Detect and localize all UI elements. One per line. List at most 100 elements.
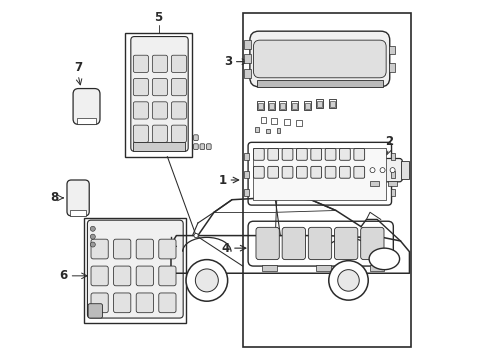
- Bar: [255, 127, 258, 132]
- FancyBboxPatch shape: [206, 144, 211, 149]
- FancyBboxPatch shape: [171, 55, 186, 72]
- Bar: [388, 63, 394, 72]
- Bar: [242, 13, 410, 347]
- Text: 3: 3: [224, 55, 231, 68]
- Circle shape: [379, 168, 384, 173]
- Bar: [268, 103, 273, 109]
- FancyBboxPatch shape: [193, 135, 198, 140]
- FancyBboxPatch shape: [152, 78, 167, 96]
- FancyBboxPatch shape: [136, 266, 153, 286]
- Bar: [292, 103, 297, 109]
- Bar: [329, 101, 334, 107]
- FancyBboxPatch shape: [136, 293, 153, 313]
- FancyBboxPatch shape: [325, 148, 335, 160]
- FancyBboxPatch shape: [193, 144, 198, 149]
- Bar: [276, 128, 280, 133]
- Text: 6: 6: [60, 269, 67, 282]
- FancyBboxPatch shape: [91, 293, 108, 313]
- FancyBboxPatch shape: [171, 125, 186, 142]
- Ellipse shape: [368, 248, 399, 270]
- Circle shape: [90, 226, 95, 231]
- Bar: [260, 117, 266, 123]
- FancyBboxPatch shape: [253, 40, 386, 78]
- FancyBboxPatch shape: [133, 78, 148, 96]
- Bar: [316, 99, 323, 108]
- FancyBboxPatch shape: [247, 142, 391, 205]
- FancyBboxPatch shape: [310, 148, 321, 160]
- FancyBboxPatch shape: [267, 166, 278, 178]
- FancyBboxPatch shape: [152, 102, 167, 119]
- FancyBboxPatch shape: [133, 125, 148, 142]
- FancyBboxPatch shape: [247, 221, 392, 266]
- FancyBboxPatch shape: [113, 293, 131, 313]
- FancyBboxPatch shape: [87, 220, 183, 318]
- Circle shape: [389, 168, 394, 173]
- FancyBboxPatch shape: [73, 89, 100, 125]
- Bar: [328, 99, 335, 108]
- FancyBboxPatch shape: [159, 293, 176, 313]
- FancyBboxPatch shape: [159, 266, 176, 286]
- Bar: [304, 103, 309, 109]
- FancyBboxPatch shape: [282, 166, 292, 178]
- FancyBboxPatch shape: [91, 239, 108, 259]
- FancyBboxPatch shape: [310, 166, 321, 178]
- Bar: [244, 40, 250, 49]
- FancyBboxPatch shape: [133, 55, 148, 72]
- Circle shape: [369, 168, 374, 173]
- FancyBboxPatch shape: [308, 227, 331, 260]
- Text: 4: 4: [222, 242, 230, 255]
- Bar: [390, 189, 394, 196]
- FancyBboxPatch shape: [67, 180, 89, 216]
- FancyBboxPatch shape: [353, 148, 364, 160]
- FancyBboxPatch shape: [133, 102, 148, 119]
- FancyBboxPatch shape: [296, 166, 306, 178]
- Bar: [369, 181, 378, 186]
- Bar: [244, 171, 248, 178]
- Bar: [253, 148, 386, 200]
- Bar: [257, 80, 382, 87]
- Bar: [284, 119, 289, 126]
- FancyBboxPatch shape: [249, 31, 389, 87]
- Text: 1: 1: [218, 174, 226, 186]
- FancyBboxPatch shape: [200, 144, 204, 149]
- FancyBboxPatch shape: [136, 239, 153, 259]
- FancyBboxPatch shape: [171, 102, 186, 119]
- FancyBboxPatch shape: [360, 227, 383, 260]
- Bar: [244, 189, 248, 196]
- Text: 7: 7: [74, 61, 82, 74]
- Bar: [244, 54, 250, 63]
- FancyBboxPatch shape: [339, 166, 349, 178]
- Bar: [290, 101, 298, 110]
- FancyBboxPatch shape: [152, 125, 167, 142]
- Bar: [369, 265, 384, 271]
- FancyBboxPatch shape: [339, 148, 349, 160]
- FancyBboxPatch shape: [113, 239, 131, 259]
- Text: 2: 2: [384, 135, 392, 148]
- FancyBboxPatch shape: [267, 148, 278, 160]
- FancyBboxPatch shape: [131, 37, 188, 151]
- Bar: [267, 101, 274, 110]
- Bar: [316, 265, 330, 271]
- FancyBboxPatch shape: [171, 78, 186, 96]
- Text: 5: 5: [154, 11, 163, 24]
- Circle shape: [337, 270, 359, 291]
- Bar: [70, 210, 86, 216]
- Bar: [244, 69, 250, 78]
- Bar: [258, 103, 263, 109]
- Bar: [317, 101, 322, 107]
- FancyBboxPatch shape: [296, 148, 306, 160]
- Bar: [390, 171, 394, 178]
- Bar: [296, 120, 302, 126]
- Bar: [244, 153, 248, 160]
- Circle shape: [90, 242, 95, 247]
- Bar: [279, 103, 284, 109]
- FancyBboxPatch shape: [91, 266, 108, 286]
- Circle shape: [194, 233, 198, 238]
- Circle shape: [328, 261, 367, 300]
- FancyBboxPatch shape: [255, 227, 279, 260]
- Bar: [400, 161, 408, 179]
- FancyBboxPatch shape: [113, 266, 131, 286]
- Bar: [83, 218, 185, 323]
- Bar: [271, 118, 277, 125]
- Bar: [278, 101, 285, 110]
